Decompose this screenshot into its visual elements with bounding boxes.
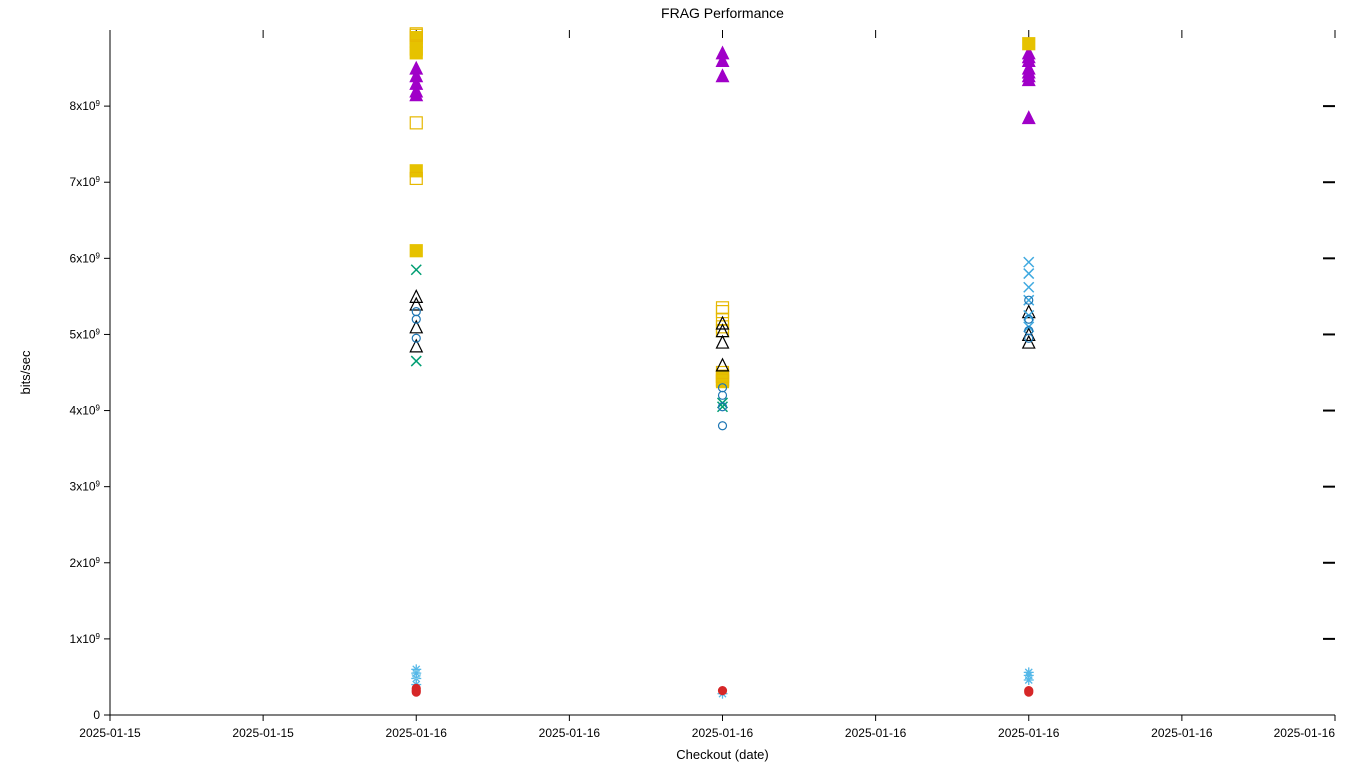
x-tick-label: 2025-01-16 [845, 726, 907, 740]
chart-container: FRAG Performance01x1092x1093x1094x1095x1… [0, 0, 1360, 768]
y-tick-label: 0 [93, 708, 100, 722]
x-tick-label: 2025-01-16 [998, 726, 1060, 740]
x-tick-label: 2025-01-15 [232, 726, 294, 740]
x-tick-label: 2025-01-16 [1151, 726, 1213, 740]
chart-title: FRAG Performance [661, 5, 784, 21]
y-axis-label: bits/sec [18, 350, 33, 395]
frag-performance-chart: FRAG Performance01x1092x1093x1094x1095x1… [0, 0, 1360, 768]
x-tick-label: 2025-01-16 [1274, 726, 1336, 740]
x-tick-label: 2025-01-16 [692, 726, 754, 740]
x-tick-label: 2025-01-15 [79, 726, 141, 740]
x-tick-label: 2025-01-16 [386, 726, 448, 740]
x-axis-label: Checkout (date) [676, 747, 769, 762]
x-tick-label: 2025-01-16 [539, 726, 601, 740]
